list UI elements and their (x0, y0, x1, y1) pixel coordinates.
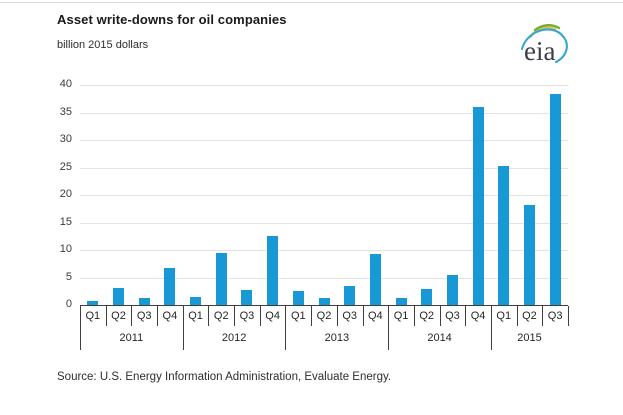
y-tick-label-5: 5 (65, 270, 72, 283)
bar-2013-Q2 (318, 298, 330, 305)
bar-2014-Q3 (446, 275, 458, 305)
quarter-label-2011-Q1: Q1 (85, 310, 101, 322)
quarter-label-2015-Q2: Q2 (522, 310, 537, 322)
year-label-2013: 2013 (324, 332, 350, 344)
bar-2014-Q4 (472, 107, 484, 305)
chart-units-label: billion 2015 dollars (57, 39, 149, 51)
quarter-label-2011-Q3: Q3 (136, 310, 152, 322)
eia-logo: eia (520, 24, 568, 66)
quarter-tick (311, 306, 312, 326)
eia-logo-green-swoosh (533, 24, 561, 32)
quarter-label-2014-Q1: Q1 (393, 310, 409, 322)
quarter-tick (157, 306, 158, 326)
quarter-label-2013-Q2: Q2 (316, 310, 332, 322)
axis-ticks (80, 306, 569, 351)
year-tick (183, 306, 184, 350)
bar-2011-Q3 (138, 298, 150, 305)
bar-2013-Q3 (344, 286, 356, 305)
quarter-tick (131, 306, 132, 326)
gridline-15 (80, 222, 568, 224)
quarter-label-2012-Q3: Q3 (239, 310, 255, 322)
y-tick-label-20: 20 (59, 188, 72, 200)
quarter-tick (414, 306, 415, 326)
gridline-40 (80, 85, 568, 86)
quarter-tick (260, 306, 261, 326)
quarter-label-2013-Q1: Q1 (290, 310, 306, 322)
y-tick-label-25: 25 (59, 160, 72, 173)
bar-2014-Q2 (421, 289, 433, 305)
quarter-tick (440, 306, 441, 326)
quarter-tick (208, 306, 209, 326)
gridline-10 (80, 250, 568, 251)
year-tick (388, 306, 389, 350)
quarter-label-2014-Q3: Q3 (445, 310, 460, 322)
year-tick (491, 306, 492, 350)
quarter-tick (337, 306, 338, 326)
year-label-2014: 2014 (427, 332, 452, 344)
source-note: Source: U.S. Energy Information Administ… (57, 371, 392, 383)
quarter-tick (363, 306, 364, 326)
year-tick (285, 306, 286, 350)
plot-area (80, 85, 568, 306)
quarter-label-2011-Q2: Q2 (111, 310, 126, 322)
eia-logo-text: eia (524, 36, 555, 66)
bar-2012-Q2 (215, 253, 227, 305)
y-tick-label-40: 40 (59, 78, 72, 90)
bar-2015-Q1 (498, 166, 510, 305)
quarter-label-2013-Q3: Q3 (342, 310, 357, 322)
bar-2015-Q3 (549, 94, 561, 305)
quarter-label-2012-Q2: Q2 (213, 310, 229, 322)
bar-2013-Q4 (369, 254, 381, 305)
chart-title: Asset write-downs for oil companies (57, 12, 287, 27)
y-tick-label-10: 10 (59, 243, 72, 255)
gridline-35 (80, 112, 568, 114)
bar-2012-Q3 (241, 290, 253, 305)
quarter-label-2014-Q2: Q2 (419, 310, 435, 322)
quarter-label-2014-Q4: Q4 (470, 310, 486, 322)
year-label-2012: 2012 (221, 332, 247, 344)
quarter-label-2012-Q1: Q1 (188, 310, 203, 322)
y-tick-label-35: 35 (59, 105, 72, 118)
quarter-label-2013-Q4: Q4 (368, 310, 383, 322)
bar-2015-Q2 (523, 205, 535, 305)
bar-2011-Q2 (113, 288, 125, 305)
year-axis-row: 2011 2012 2013 2014 2015 (80, 327, 568, 349)
top-divider (0, 2, 623, 3)
bar-2012-Q1 (190, 297, 202, 305)
year-tick (80, 306, 81, 350)
quarter-label-2011-Q4: Q4 (162, 310, 178, 322)
bar-2012-Q4 (267, 236, 279, 305)
gridline-5 (80, 277, 568, 279)
quarter-label-2012-Q4: Q4 (265, 310, 280, 322)
quarter-tick (465, 306, 466, 326)
quarter-tick (517, 306, 518, 326)
bar-chart: 0 5 10 15 20 25 30 35 40 Q1 Q2 Q3 Q4 Q1 Q2 Q3 Q4 Q1 Q2 Q3 Q… (0, 78, 623, 355)
quarter-axis-row: Q1 Q2 Q3 Q4 Q1 Q2 Q3 Q4 Q1 Q2 Q3 Q4 Q1 Q2 Q3 Q4 Q1 Q2 Q3 (80, 306, 568, 326)
y-tick-label-30: 30 (59, 133, 72, 145)
quarter-tick (568, 306, 569, 326)
quarter-label-2015-Q3: Q3 (547, 310, 563, 322)
y-tick-label-0: 0 (65, 298, 72, 310)
year-label-2015: 2015 (517, 332, 542, 344)
gridline-20 (80, 195, 568, 196)
eia-logo-blue-swoosh (520, 28, 568, 64)
y-tick-label-15: 15 (59, 215, 72, 228)
quarter-tick (106, 306, 107, 326)
year-label-2011: 2011 (119, 332, 144, 344)
quarter-tick (234, 306, 235, 326)
quarter-tick (542, 306, 543, 326)
gridline-25 (80, 167, 568, 169)
gridline-30 (80, 140, 568, 141)
bar-2011-Q4 (164, 268, 176, 305)
bar-2011-Q1 (87, 301, 99, 305)
bar-2014-Q1 (395, 298, 407, 305)
bar-2013-Q1 (292, 291, 304, 305)
quarter-label-2015-Q1: Q1 (496, 310, 512, 322)
